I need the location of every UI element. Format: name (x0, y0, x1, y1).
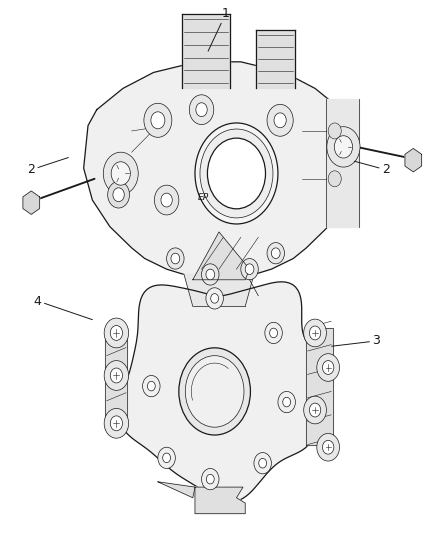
Circle shape (148, 381, 155, 391)
Polygon shape (193, 232, 250, 280)
Text: 3: 3 (332, 334, 380, 348)
Text: 1: 1 (208, 7, 230, 51)
Circle shape (158, 447, 175, 469)
Circle shape (171, 253, 180, 264)
Circle shape (278, 391, 295, 413)
Circle shape (108, 181, 130, 208)
Circle shape (104, 408, 129, 438)
Polygon shape (106, 328, 127, 429)
Text: 4: 4 (34, 295, 92, 320)
Circle shape (103, 152, 138, 195)
Circle shape (144, 103, 172, 138)
Circle shape (283, 397, 290, 407)
Circle shape (267, 243, 285, 264)
Circle shape (322, 361, 334, 374)
Circle shape (270, 328, 278, 338)
Circle shape (154, 185, 179, 215)
Circle shape (211, 294, 219, 303)
Circle shape (317, 433, 339, 461)
Circle shape (304, 319, 326, 347)
Circle shape (195, 123, 278, 224)
Circle shape (328, 123, 341, 139)
Circle shape (304, 396, 326, 424)
Circle shape (259, 458, 267, 468)
Text: EP: EP (198, 193, 209, 202)
Polygon shape (326, 99, 359, 227)
Circle shape (272, 248, 280, 259)
Circle shape (110, 326, 123, 341)
Circle shape (328, 171, 341, 187)
Circle shape (185, 356, 244, 427)
Circle shape (241, 259, 258, 280)
Circle shape (110, 416, 123, 431)
Circle shape (110, 368, 123, 383)
Circle shape (309, 403, 321, 417)
Circle shape (265, 322, 283, 344)
Polygon shape (182, 14, 230, 88)
Text: 2: 2 (354, 161, 390, 176)
Circle shape (208, 138, 265, 209)
Polygon shape (158, 482, 195, 498)
Circle shape (274, 113, 286, 128)
Text: 2: 2 (27, 158, 68, 176)
Polygon shape (118, 282, 324, 502)
Polygon shape (405, 149, 422, 172)
Circle shape (196, 103, 207, 117)
Circle shape (104, 361, 129, 390)
Polygon shape (184, 274, 254, 306)
Circle shape (334, 136, 353, 158)
Circle shape (162, 453, 170, 463)
Circle shape (111, 162, 131, 185)
Circle shape (201, 264, 219, 285)
Circle shape (317, 354, 339, 381)
Circle shape (254, 453, 272, 474)
Polygon shape (195, 487, 245, 514)
Circle shape (166, 248, 184, 269)
Circle shape (245, 264, 254, 274)
Polygon shape (256, 30, 295, 88)
Circle shape (104, 318, 129, 348)
Circle shape (206, 288, 223, 309)
Circle shape (327, 127, 360, 167)
Circle shape (322, 440, 334, 454)
Circle shape (161, 193, 172, 207)
Polygon shape (84, 62, 354, 280)
Circle shape (151, 112, 165, 129)
Circle shape (309, 326, 321, 340)
Circle shape (206, 269, 215, 280)
Circle shape (113, 188, 124, 201)
Polygon shape (306, 328, 332, 445)
Polygon shape (23, 191, 39, 214)
Circle shape (179, 348, 251, 435)
Circle shape (189, 95, 214, 125)
Circle shape (143, 375, 160, 397)
Circle shape (201, 469, 219, 490)
Circle shape (200, 129, 273, 218)
Circle shape (206, 474, 214, 484)
Circle shape (267, 104, 293, 136)
